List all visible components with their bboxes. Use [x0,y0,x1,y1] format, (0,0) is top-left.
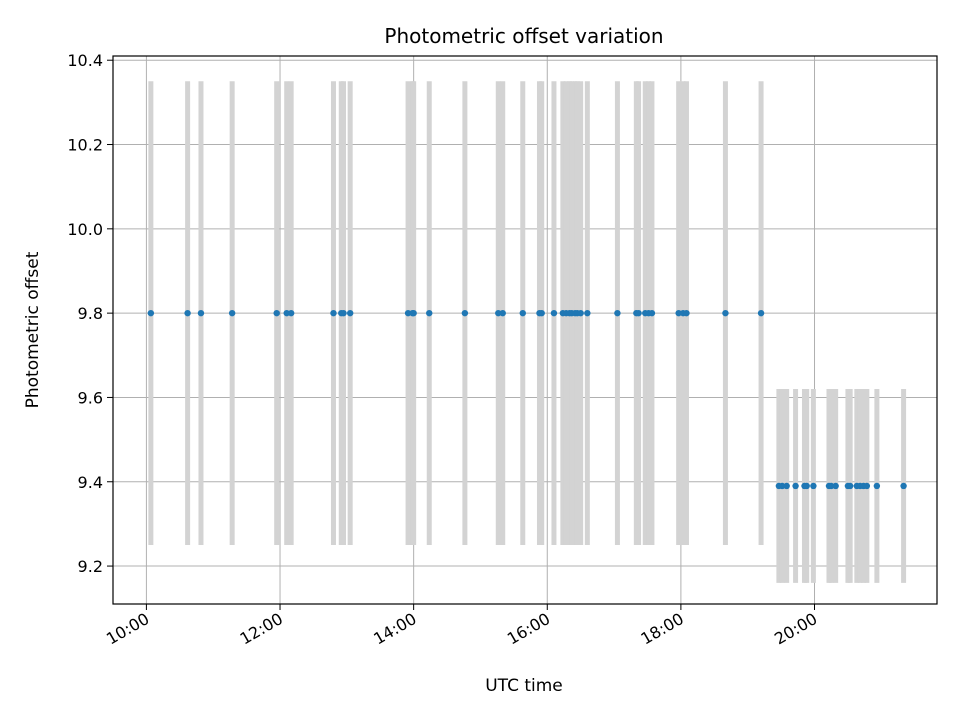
y-tick-label: 10.2 [67,136,103,155]
data-point [519,309,526,317]
y-tick-label: 9.4 [78,473,103,492]
data-point [900,482,907,490]
y-tick-label: 9.8 [78,304,103,323]
plot-frame [112,55,938,605]
data-point [675,309,682,317]
data-points [147,309,907,490]
error-bars [148,81,907,583]
data-point [197,309,205,317]
data-point [346,309,354,317]
data-point [873,482,881,490]
data-point [783,482,790,490]
data-point [635,309,642,317]
x-tick-label: 12:00 [237,609,286,649]
chart-title: Photometric offset variation [384,24,663,48]
y-tick-label: 9.6 [78,388,103,407]
data-point [846,482,854,490]
data-point [228,309,236,317]
data-point [461,309,469,317]
x-tick-label: 20:00 [771,609,820,649]
data-point [283,309,290,317]
data-point [426,309,433,317]
data-point [584,309,591,317]
data-point [779,482,786,490]
data-point [538,309,545,317]
y-tick-label: 10.0 [67,220,103,239]
data-point [404,309,412,317]
y-tick-label: 10.4 [67,51,103,70]
data-point [828,482,835,490]
data-point [410,309,417,317]
data-point [863,482,871,490]
data-point [340,309,347,317]
data-point [810,482,817,490]
data-point [330,309,337,317]
data-point [614,309,621,317]
data-point [577,309,584,317]
data-point [803,482,810,490]
data-point [499,309,506,317]
x-tick-label: 18:00 [637,609,686,649]
data-point [648,309,656,317]
data-point [184,309,191,317]
x-axis-ticks: 10:00 12:00 14:00 16:00 18:00 20:00 [103,604,821,649]
x-tick-label: 10:00 [103,609,152,649]
y-tick-label: 9.2 [78,557,103,576]
data-point [832,482,839,490]
x-tick-label: 16:00 [504,609,553,649]
data-point [287,309,295,317]
data-point [792,482,799,490]
data-point [273,309,280,317]
data-point [722,309,729,317]
y-axis-ticks: 9.2 9.4 9.6 9.8 10.0 10.2 10.4 [67,51,113,576]
data-point [683,309,690,317]
data-point [147,309,155,317]
data-point [495,309,502,317]
data-point [550,309,558,317]
data-point [757,309,765,317]
y-axis-title: Photometric offset [23,251,43,408]
x-axis-title: UTC time [485,676,563,696]
x-tick-label: 14:00 [370,609,419,649]
